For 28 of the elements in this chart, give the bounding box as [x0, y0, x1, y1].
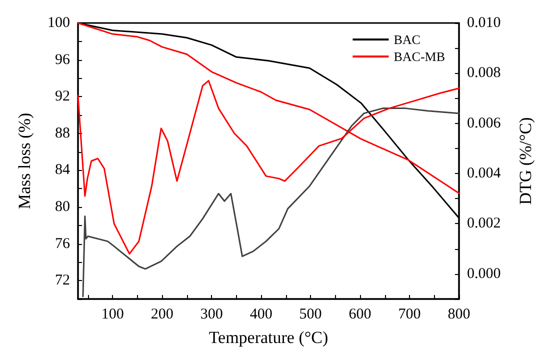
- y-tick-label: 84: [55, 162, 70, 178]
- y2-tick-label: 0.002: [467, 216, 501, 232]
- y-axis-title: Mass loss (%): [15, 112, 34, 210]
- y2-tick-label: 0.008: [467, 65, 501, 82]
- x-tick-label: 600: [348, 306, 372, 322]
- y-tick-label: 92: [55, 88, 70, 105]
- x-tick-label: 100: [101, 306, 124, 322]
- y2-tick-label: 0.006: [467, 115, 502, 132]
- x-axis-title: Temperature (°C): [208, 328, 328, 347]
- x-tick-label: 200: [150, 306, 174, 322]
- y2-axis-title: DTG (%/°C): [516, 117, 535, 205]
- y2-tick-label: 0.000: [467, 266, 501, 282]
- line-series: [82, 108, 460, 298]
- y-tick-label: 76: [55, 236, 70, 252]
- y-tick-label: 80: [55, 199, 70, 215]
- y-tick-label: 100: [48, 15, 70, 31]
- y-tick-label: 88: [55, 125, 70, 142]
- legend-label: BAC: [394, 32, 420, 47]
- x-tick-label: 500: [299, 306, 322, 322]
- y-tick-label: 96: [55, 52, 70, 68]
- x-tick-label: 400: [250, 306, 272, 322]
- x-tick-label: 800: [448, 306, 470, 322]
- x-tick-label: 700: [398, 306, 421, 322]
- legend-label: BAC-MB: [394, 49, 446, 64]
- y-tick-label: 72: [55, 272, 70, 289]
- y2-tick-label: 0.004: [467, 166, 502, 182]
- x-tick-label: 300: [200, 306, 223, 322]
- y2-tick-label: 0.010: [467, 15, 501, 31]
